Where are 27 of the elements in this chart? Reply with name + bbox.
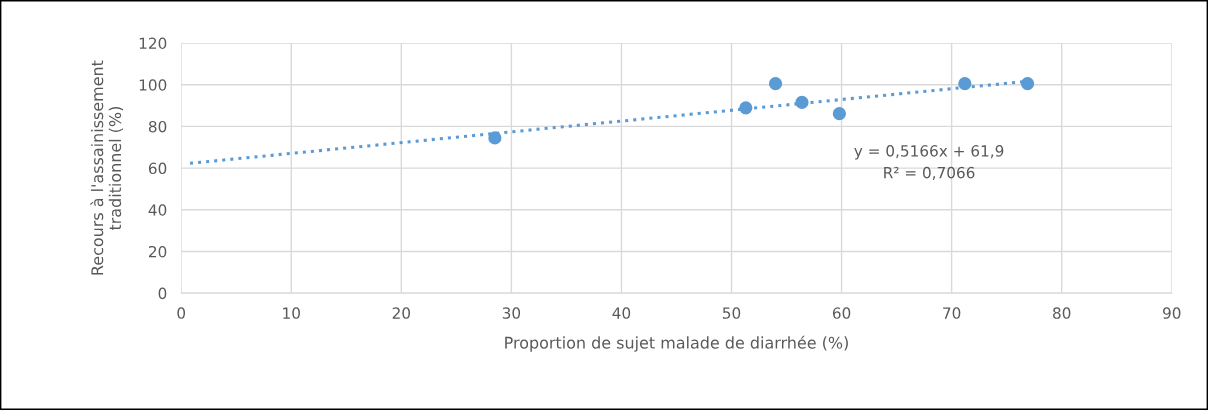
- point: [768, 77, 783, 91]
- x-tick-label: 50: [722, 307, 741, 319]
- y-tick-label: 40: [148, 204, 167, 216]
- y-tick-label: 20: [148, 245, 167, 258]
- y-tick-label: 60: [148, 162, 167, 175]
- point: [795, 95, 809, 110]
- x-tick-label: 40: [612, 307, 631, 319]
- point: [488, 131, 502, 145]
- x-tick-label: 20: [392, 307, 411, 319]
- y-axis-title: Recours à l'assainissement traditionnel (%): [90, 60, 124, 275]
- y-tick-label: 80: [148, 120, 167, 133]
- point: [832, 107, 846, 121]
- point: [1020, 77, 1035, 91]
- y-tick-label: 0: [158, 287, 167, 300]
- x-axis-title: Proportion de sujet malade de diarrhée (%): [505, 335, 848, 352]
- annotation: y = 0,5166x + 61,9 R² = 0,7066: [854, 145, 1004, 180]
- x-tick-label: 30: [502, 307, 521, 319]
- x-tick-label: 80: [1053, 307, 1071, 319]
- x-tick-label: 90: [1163, 307, 1181, 319]
- point: [739, 101, 753, 115]
- x-tick-label: 10: [283, 307, 300, 319]
- x-tick-label: 0: [177, 307, 186, 319]
- y-tick-label: 100: [139, 79, 167, 91]
- y-tick-label: 120: [139, 37, 167, 50]
- x-tick-label: 70: [943, 307, 961, 319]
- x-tick-label: 60: [832, 307, 851, 319]
- point: [958, 77, 972, 91]
